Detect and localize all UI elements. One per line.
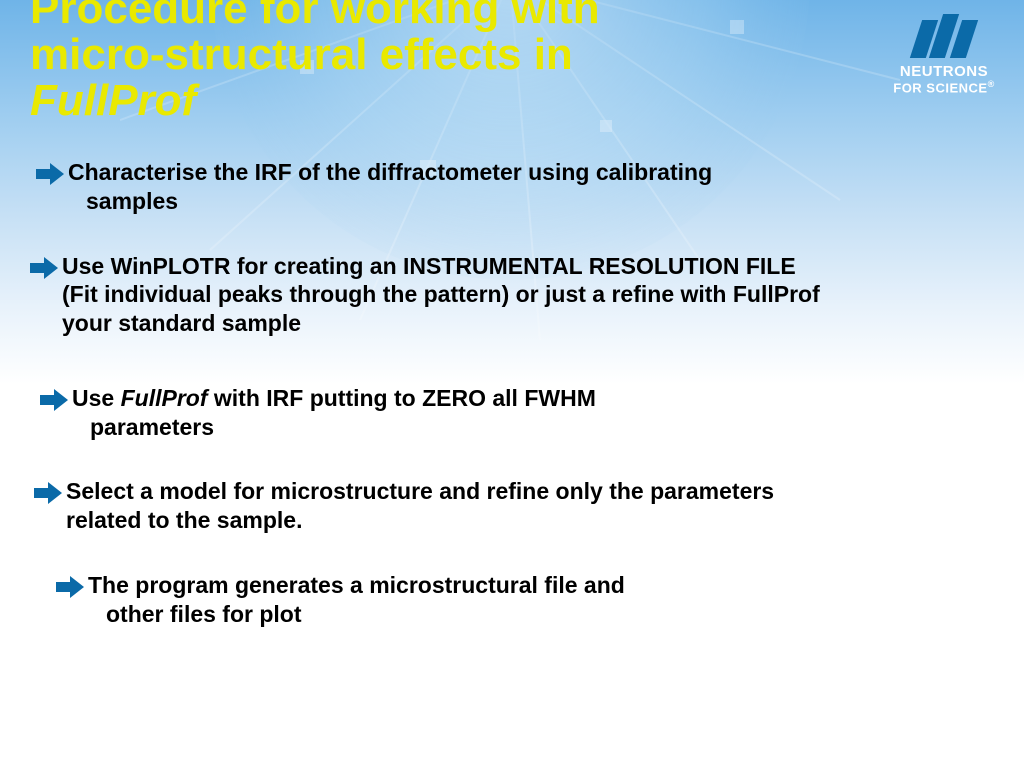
bullet-item: Use WinPLOTR for creating an INSTRUMENTA… bbox=[28, 252, 964, 338]
title-line2: micro-structural effects in bbox=[30, 30, 573, 79]
title-line1: Procedure for working with bbox=[30, 0, 600, 33]
bullet-item: The program generates a microstructural … bbox=[54, 571, 964, 629]
logo: NEUTRONS FOR SCIENCE® bbox=[884, 14, 1004, 96]
bullet-item: Select a model for microstructure and re… bbox=[32, 477, 964, 535]
title-line3: FullProf bbox=[30, 76, 196, 125]
bullet-item: Use FullProf with IRF putting to ZERO al… bbox=[38, 384, 964, 442]
bullet-text: Use WinPLOTR for creating an INSTRUMENTA… bbox=[62, 252, 822, 338]
arrow-right-icon bbox=[28, 254, 62, 282]
slide-title: Procedure for working with micro-structu… bbox=[30, 0, 864, 125]
logo-mark-icon bbox=[884, 14, 1004, 58]
bullet-item: Characterise the IRF of the diffractomet… bbox=[34, 158, 964, 216]
logo-text-line2: FOR SCIENCE® bbox=[884, 79, 1004, 96]
bullet-text: The program generates a microstructural … bbox=[88, 571, 625, 629]
arrow-right-icon bbox=[38, 386, 72, 414]
bullet-text: Select a model for microstructure and re… bbox=[66, 477, 786, 535]
slide: NEUTRONS FOR SCIENCE® Procedure for work… bbox=[0, 0, 1024, 768]
logo-text-line1: NEUTRONS bbox=[884, 64, 1004, 79]
arrow-right-icon bbox=[54, 573, 88, 601]
bullet-text: Characterise the IRF of the diffractomet… bbox=[68, 158, 712, 216]
arrow-right-icon bbox=[34, 160, 68, 188]
bullet-text: Use FullProf with IRF putting to ZERO al… bbox=[72, 384, 596, 442]
bullet-list: Characterise the IRF of the diffractomet… bbox=[34, 158, 964, 628]
arrow-right-icon bbox=[32, 479, 66, 507]
